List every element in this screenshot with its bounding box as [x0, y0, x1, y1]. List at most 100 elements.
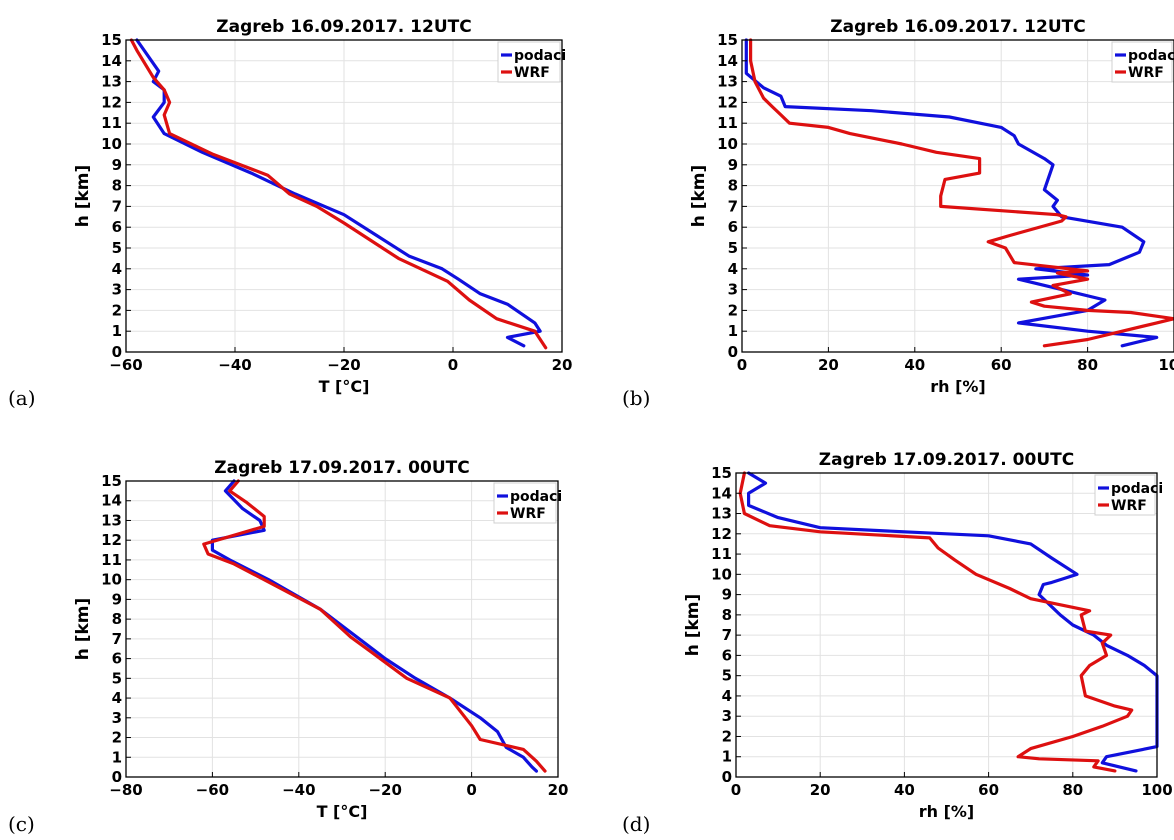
y-tick-label: 4 — [112, 260, 122, 278]
legend-label-podaci: podaci — [514, 48, 566, 64]
y-tick-label: 14 — [717, 52, 738, 70]
y-tick-label: 8 — [112, 177, 122, 195]
y-tick-label: 6 — [112, 650, 122, 668]
y-tick-label: 5 — [722, 667, 732, 685]
x-tick-label: −80 — [109, 781, 142, 799]
y-tick-label: 0 — [112, 768, 122, 786]
x-tick-label: 40 — [894, 781, 915, 799]
y-tick-label: 10 — [711, 565, 732, 583]
x-tick-label: −20 — [327, 356, 360, 374]
y-tick-label: 3 — [112, 709, 122, 727]
y-tick-label: 12 — [711, 525, 732, 543]
y-tick-label: 1 — [112, 748, 122, 766]
y-tick-label: 11 — [101, 114, 122, 132]
y-tick-label: 2 — [112, 301, 122, 319]
y-tick-label: 14 — [711, 484, 732, 502]
chart-title: Zagreb 17.09.2017. 00UTC — [214, 458, 469, 478]
x-axis-label: rh [%] — [919, 802, 975, 821]
y-axis-label: h [km] — [683, 594, 703, 657]
x-tick-label: 0 — [448, 356, 458, 374]
y-tick-label: 15 — [101, 31, 122, 49]
y-tick-label: 13 — [101, 73, 122, 91]
y-tick-label: 13 — [711, 505, 732, 523]
y-tick-label: 4 — [722, 687, 732, 705]
x-tick-label: 20 — [552, 356, 573, 374]
series-line-podaci — [210, 479, 538, 773]
y-tick-label: 10 — [101, 135, 122, 153]
y-tick-label: 3 — [728, 281, 738, 299]
x-tick-label: 20 — [810, 781, 831, 799]
y-tick-label: 12 — [101, 531, 122, 549]
x-tick-label: 80 — [1062, 781, 1083, 799]
y-tick-label: 9 — [112, 590, 122, 608]
legend-box — [1111, 41, 1173, 83]
series-line-podaci — [747, 471, 1159, 773]
y-tick-label: 8 — [722, 606, 732, 624]
y-tick-label: 8 — [112, 610, 122, 628]
chart-1: −60 −40 −20 0 200123456789101112131415Zagreb… — [73, 17, 572, 396]
y-tick-label: 10 — [101, 571, 122, 589]
panel-label-b: (b) — [622, 386, 651, 410]
y-tick-label: 9 — [112, 156, 122, 174]
axes-frame — [125, 480, 559, 778]
y-axis-label: h [km] — [73, 165, 93, 228]
y-tick-label: 11 — [711, 545, 732, 563]
legend-label-wrf: WRF — [510, 506, 546, 522]
y-tick-label: 15 — [717, 31, 738, 49]
y-tick-label: 1 — [728, 322, 738, 340]
y-tick-label: 6 — [722, 646, 732, 664]
y-tick-label: 0 — [112, 343, 122, 361]
chart-3: −80 −60 −40 −20 0 200123456789101112131415Zag… — [73, 458, 568, 821]
series-line-wrf — [202, 479, 547, 773]
panel-label-c: (c) — [8, 812, 35, 836]
x-tick-label: 20 — [548, 781, 569, 799]
legend-label-podaci: podaci — [1128, 48, 1174, 64]
y-tick-label: 13 — [717, 73, 738, 91]
x-tick-label: 0 — [466, 781, 476, 799]
chart-4: 0 20 40 60 80 1000123456789101112131415Zagreb… — [683, 450, 1173, 821]
y-tick-label: 13 — [101, 511, 122, 529]
y-axis-label: h [km] — [73, 598, 93, 661]
y-tick-label: 2 — [728, 301, 738, 319]
legend-label-wrf: WRF — [1111, 498, 1147, 514]
panel-label-d: (d) — [622, 812, 651, 836]
legend-label-podaci: podaci — [1111, 481, 1163, 497]
series-line-wrf — [738, 471, 1134, 773]
y-tick-label: 6 — [728, 218, 738, 236]
x-axis-label: T [°C] — [319, 377, 370, 396]
x-tick-label: −60 — [109, 356, 142, 374]
x-tick-label: −60 — [196, 781, 229, 799]
x-tick-label: 80 — [1077, 356, 1098, 374]
x-tick-label: −40 — [282, 781, 315, 799]
legend-box — [1094, 474, 1156, 516]
y-tick-label: 15 — [711, 464, 732, 482]
x-tick-label: 100 — [1141, 781, 1172, 799]
y-tick-label: 11 — [717, 114, 738, 132]
chart-title: Zagreb 16.09.2017. 12UTC — [830, 17, 1085, 37]
chart-2: 0204060801000123456789101112131415Zagreb… — [689, 17, 1174, 396]
x-tick-label: 40 — [904, 356, 925, 374]
y-tick-label: 8 — [728, 177, 738, 195]
y-tick-label: 0 — [728, 343, 738, 361]
series-line-podaci — [744, 38, 1159, 348]
legend-label-wrf: WRF — [514, 65, 550, 81]
y-tick-label: 2 — [722, 727, 732, 745]
x-tick-label: 0 — [737, 356, 747, 374]
y-tick-label: 4 — [112, 689, 122, 707]
y-tick-label: 12 — [717, 93, 738, 111]
panel-label-a: (a) — [8, 386, 36, 410]
y-tick-label: 11 — [101, 551, 122, 569]
series-line-wrf — [749, 38, 1174, 348]
x-tick-label: 100 — [1158, 356, 1174, 374]
legend-label-wrf: WRF — [1128, 65, 1164, 81]
series-line-wrf — [129, 38, 548, 350]
chart-title: Zagreb 17.09.2017. 00UTC — [819, 450, 1074, 470]
y-tick-label: 9 — [722, 586, 732, 604]
legend-box — [493, 482, 557, 524]
legend-box — [497, 41, 561, 83]
